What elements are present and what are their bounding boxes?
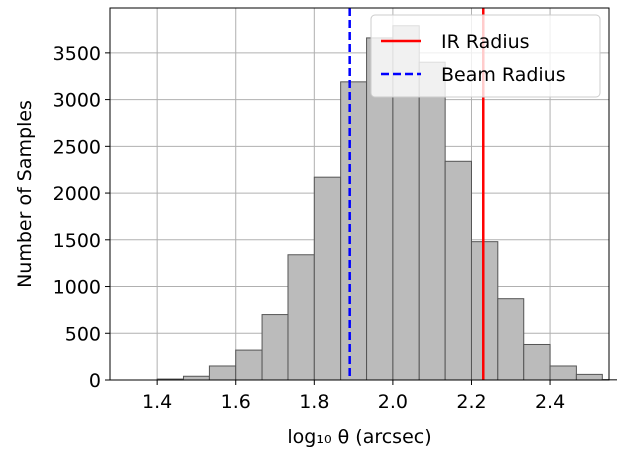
histogram-bar [523, 343, 551, 381]
histogram-bar [549, 365, 577, 381]
histogram-bar [575, 373, 603, 381]
x-tick-label: 1.6 [221, 391, 251, 413]
x-axis-ticks: 1.4 1.6 1.8 2.0 2.2 2.4 [142, 380, 565, 413]
x-tick-label: 1.8 [299, 391, 329, 413]
plot-frame [109, 7, 610, 381]
y-axis-label: Number of Samples [14, 100, 36, 288]
y-tick-label: 500 [65, 323, 101, 345]
y-tick-label: 1000 [53, 277, 101, 299]
y-tick-label: 1500 [53, 230, 101, 252]
histogram-bar [340, 81, 368, 381]
histogram-bar [497, 298, 525, 381]
x-tick-label: 2.2 [456, 391, 486, 413]
histogram-bar [444, 160, 472, 381]
histogram-bar [313, 176, 342, 381]
histogram-bar [261, 314, 289, 381]
y-tick-label: 3500 [53, 43, 101, 65]
y-axis-ticks: 0 500 1000 1500 2000 2500 3000 3500 [53, 43, 110, 392]
legend-box [370, 14, 601, 98]
histogram-bar [418, 61, 446, 381]
histogram-bar [208, 365, 237, 381]
legend: IR Radius Beam Radius [370, 14, 601, 98]
y-tick-label: 0 [89, 370, 101, 392]
legend-entry-label: Beam Radius [441, 64, 566, 86]
legend-entry-label: IR Radius [441, 31, 530, 53]
y-tick-label: 2500 [53, 136, 101, 158]
y-tick-label: 3000 [53, 90, 101, 112]
histogram-bar [470, 241, 499, 381]
x-tick-label: 1.4 [142, 391, 172, 413]
histogram-bar [287, 254, 315, 381]
x-tick-label: 2.0 [378, 391, 408, 413]
histogram-bar [235, 349, 263, 381]
histogram-bar [182, 375, 210, 381]
x-tick-label: 2.4 [535, 391, 565, 413]
x-axis-label: log₁₀ θ (arcsec) [287, 426, 431, 448]
y-tick-label: 2000 [53, 183, 101, 205]
